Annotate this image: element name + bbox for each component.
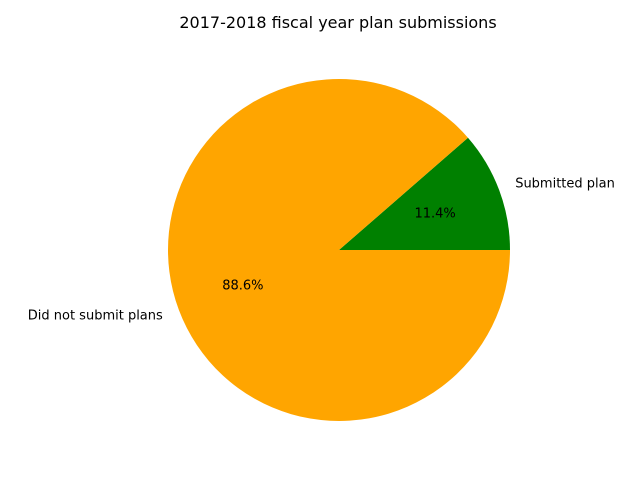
- pie-slice-did-not-submit-plans: [168, 78, 510, 421]
- pct-label-submitted-plan: 11.4%: [414, 207, 455, 222]
- pie-labels: Submitted plan 11.4% Did not submit plans 8…: [28, 177, 615, 324]
- slice-label-submitted-plan: Submitted plan: [515, 177, 615, 192]
- pct-label-did-not-submit-plans: 88.6%: [222, 279, 263, 294]
- pie-slices: [168, 78, 510, 421]
- chart-title: 2017-2018 fiscal year plan submissions: [179, 13, 496, 32]
- slice-label-did-not-submit-plans: Did not submit plans: [28, 308, 163, 323]
- pie-slice-submitted-plan: [339, 137, 510, 250]
